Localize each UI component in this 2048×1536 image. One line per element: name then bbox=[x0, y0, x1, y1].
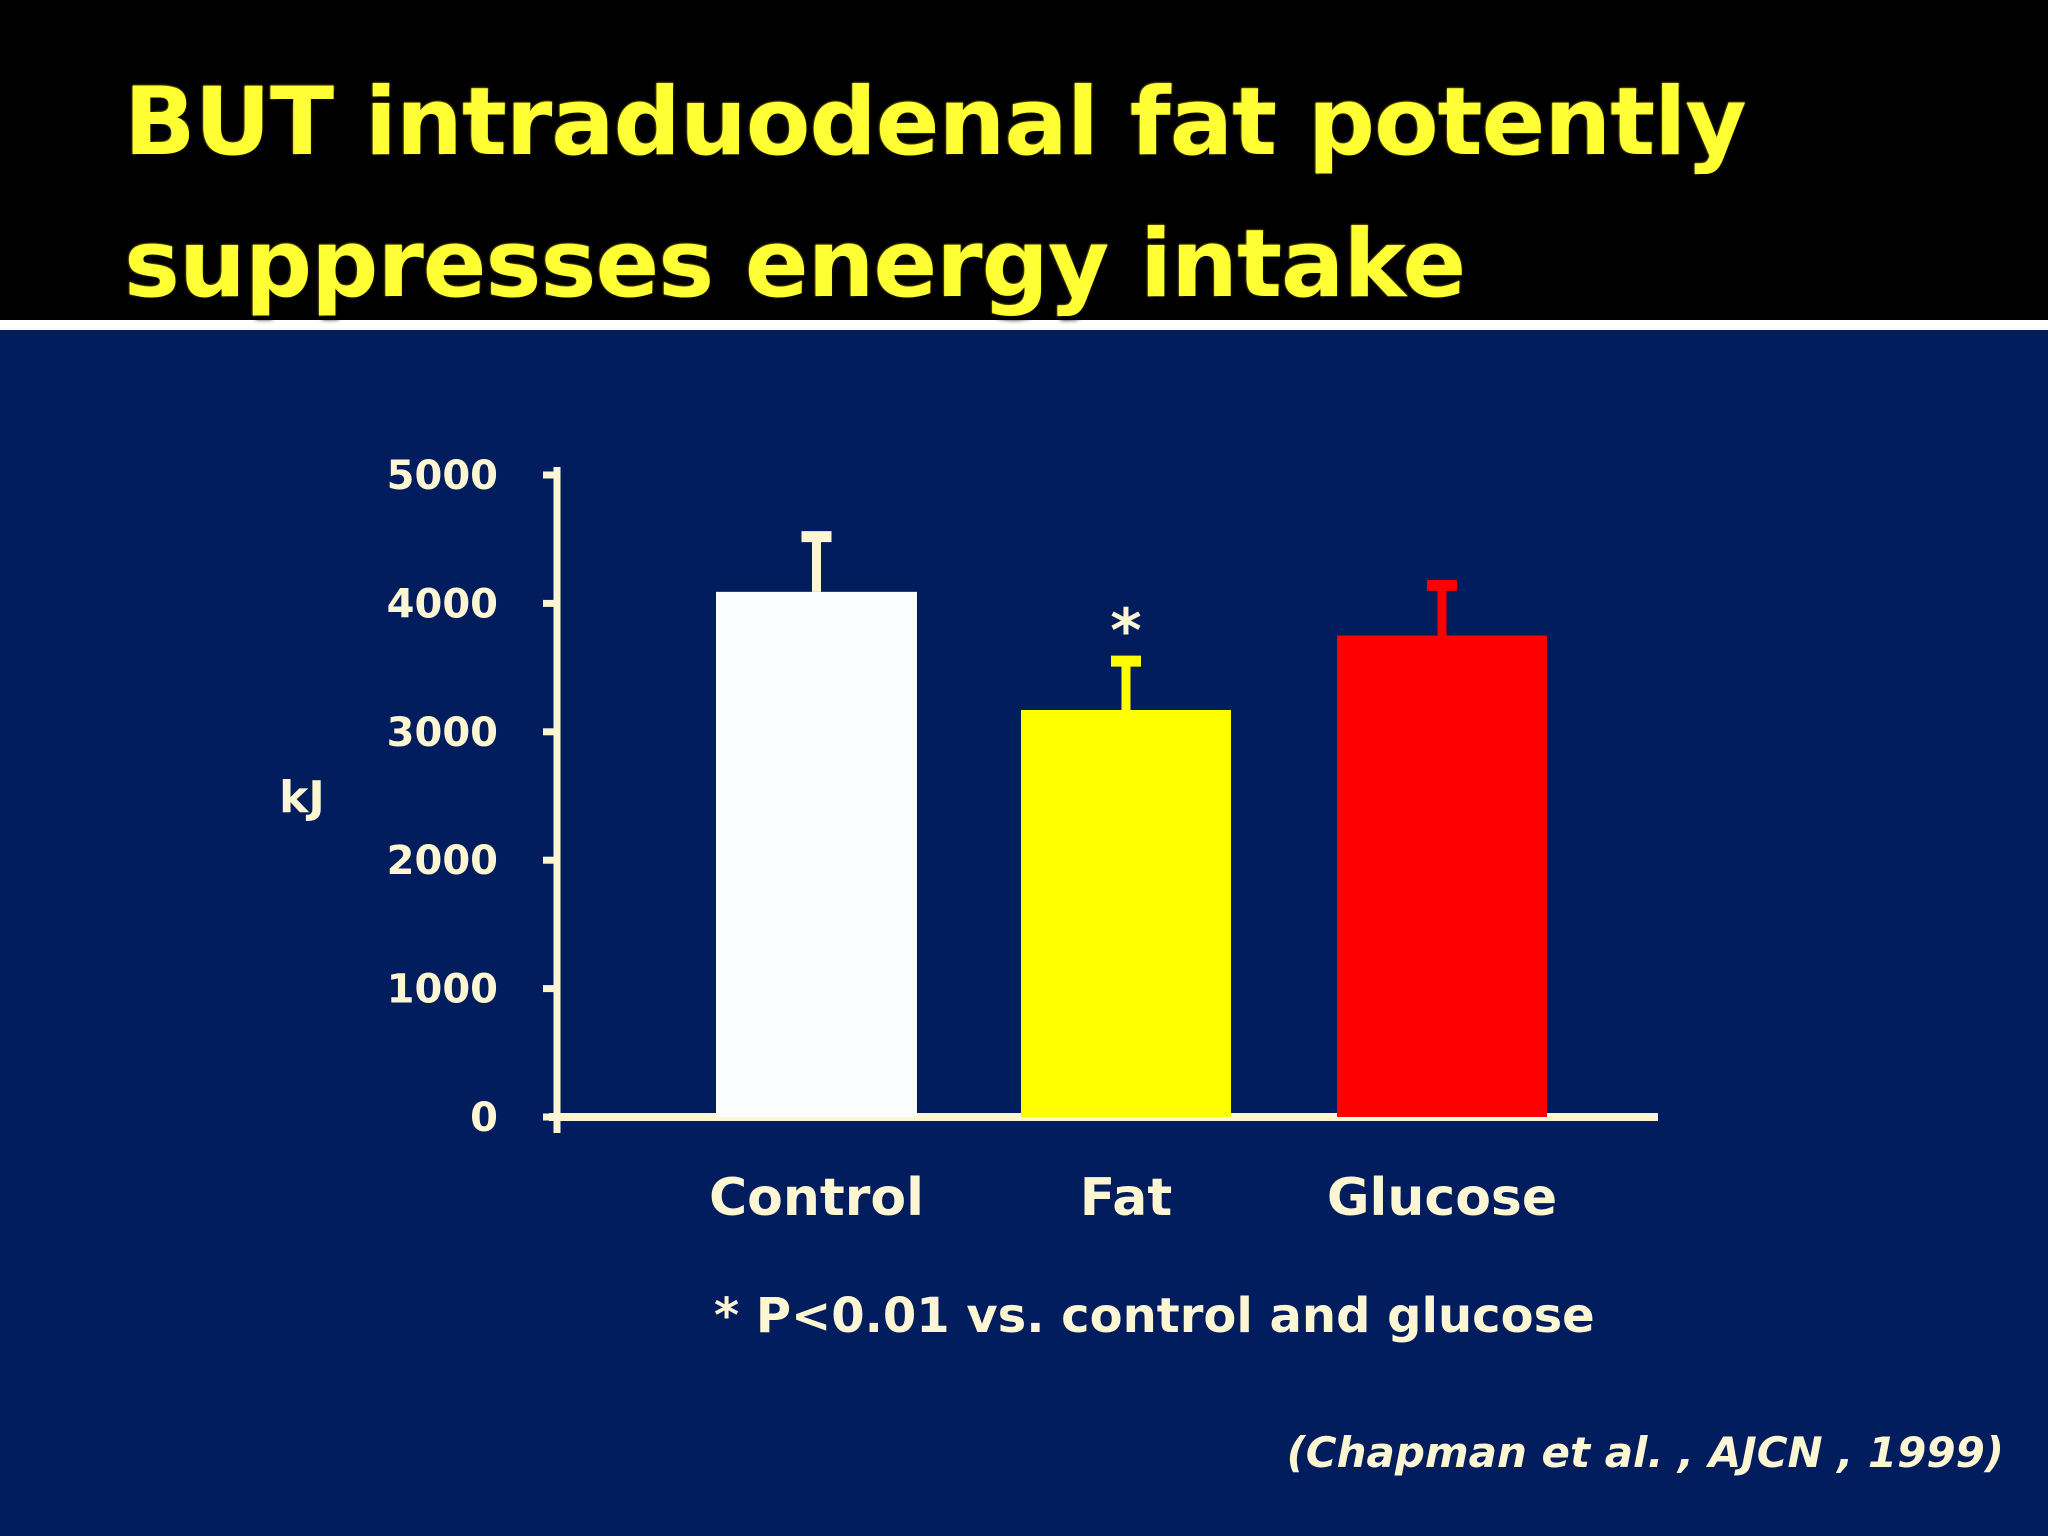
citation: (Chapman et al. , AJCN , 1999) bbox=[1286, 1428, 2004, 1477]
category-label-fat: Fat bbox=[1080, 1168, 1172, 1228]
y-tick-label-1000: 1000 bbox=[387, 967, 498, 1013]
y-tick-label-5000: 5000 bbox=[387, 453, 498, 499]
chart-labels: Control Fat * Glucose 0 1000 2000 3000 4000 5000 k… bbox=[279, 453, 1557, 1228]
y-axis-label: kJ bbox=[279, 772, 325, 823]
significance-marker-fat: * bbox=[1110, 596, 1141, 666]
y-tick-label-0: 0 bbox=[470, 1095, 498, 1141]
y-tick-label-4000: 4000 bbox=[387, 581, 498, 627]
title-band bbox=[0, 0, 2048, 320]
bar-fat bbox=[1021, 709, 1231, 1117]
bar-control bbox=[716, 591, 917, 1117]
category-label-control: Control bbox=[709, 1168, 924, 1228]
slide-title-line-1: BUT intraduodenal fat potently bbox=[124, 68, 1747, 177]
category-label-glucose: Glucose bbox=[1327, 1168, 1557, 1228]
chart-bars bbox=[716, 531, 1547, 1117]
title-divider bbox=[0, 320, 2048, 330]
bar-glucose bbox=[1337, 635, 1547, 1117]
y-tick-label-3000: 3000 bbox=[387, 710, 498, 756]
slide-title-line-2: suppresses energy intake bbox=[124, 210, 1466, 319]
slide-title: BUT intraduodenal fat potently suppresse… bbox=[124, 52, 2004, 336]
y-tick-label-2000: 2000 bbox=[387, 838, 498, 884]
significance-footnote: * P<0.01 vs. control and glucose bbox=[714, 1288, 1595, 1344]
